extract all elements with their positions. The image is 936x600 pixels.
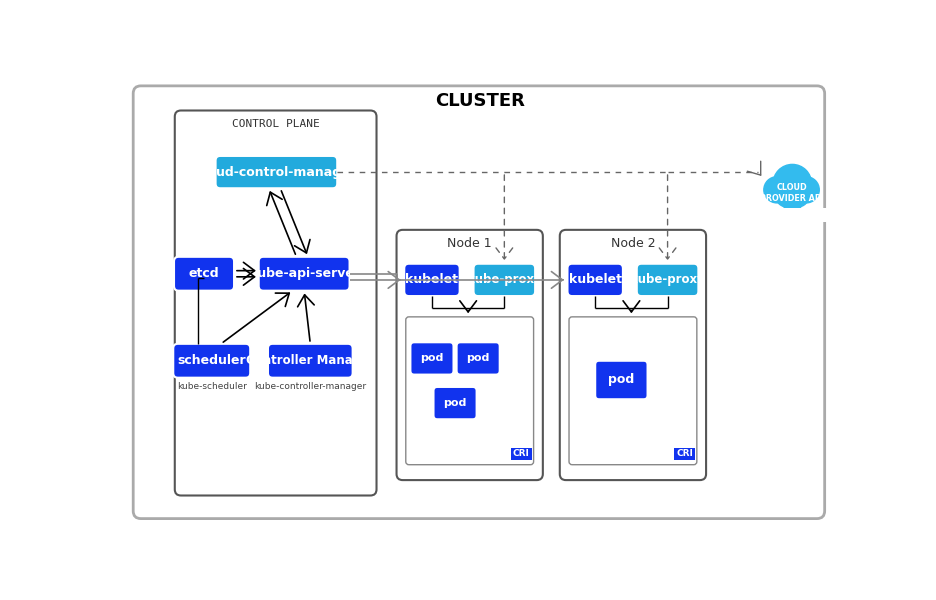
FancyBboxPatch shape xyxy=(258,257,349,290)
Text: pod: pod xyxy=(466,353,490,364)
Text: CONTROL PLANE: CONTROL PLANE xyxy=(232,119,319,130)
FancyBboxPatch shape xyxy=(569,317,696,464)
FancyBboxPatch shape xyxy=(636,264,698,296)
Circle shape xyxy=(773,164,812,203)
Text: kube-proxy: kube-proxy xyxy=(630,274,705,286)
Text: kube-proxy: kube-proxy xyxy=(467,274,542,286)
FancyBboxPatch shape xyxy=(404,264,460,296)
Text: pod: pod xyxy=(608,373,635,386)
Text: CLOUD
PROVIDER API: CLOUD PROVIDER API xyxy=(760,183,825,203)
FancyBboxPatch shape xyxy=(567,264,623,296)
Circle shape xyxy=(764,177,790,203)
Bar xyxy=(753,208,832,222)
Text: etcd: etcd xyxy=(189,267,219,280)
Text: CRI: CRI xyxy=(676,449,693,458)
FancyBboxPatch shape xyxy=(410,342,454,374)
Text: CLUSTER: CLUSTER xyxy=(434,92,525,110)
FancyBboxPatch shape xyxy=(474,264,535,296)
FancyBboxPatch shape xyxy=(174,257,234,290)
Text: cloud-control-manager: cloud-control-manager xyxy=(197,166,357,179)
Circle shape xyxy=(793,177,819,203)
FancyBboxPatch shape xyxy=(397,230,543,480)
FancyBboxPatch shape xyxy=(133,86,825,518)
FancyBboxPatch shape xyxy=(175,110,376,496)
FancyBboxPatch shape xyxy=(268,344,353,377)
Text: Node 1: Node 1 xyxy=(447,237,492,250)
FancyBboxPatch shape xyxy=(433,387,476,419)
FancyBboxPatch shape xyxy=(173,344,250,377)
Text: pod: pod xyxy=(420,353,444,364)
Text: Node 2: Node 2 xyxy=(610,237,655,250)
Circle shape xyxy=(781,187,804,211)
Text: kube-api-server: kube-api-server xyxy=(249,267,359,280)
Text: pod: pod xyxy=(444,398,467,408)
Circle shape xyxy=(788,187,809,207)
Text: Controller Manager: Controller Manager xyxy=(246,354,374,367)
FancyBboxPatch shape xyxy=(406,317,534,464)
FancyBboxPatch shape xyxy=(457,342,500,374)
Text: kube-scheduler: kube-scheduler xyxy=(177,382,247,391)
Text: CRI: CRI xyxy=(513,449,530,458)
FancyBboxPatch shape xyxy=(595,361,648,399)
Text: scheduler: scheduler xyxy=(178,354,246,367)
Circle shape xyxy=(776,187,797,207)
FancyBboxPatch shape xyxy=(560,230,706,480)
Text: kube-controller-manager: kube-controller-manager xyxy=(255,382,366,391)
Text: kubelet: kubelet xyxy=(569,274,622,286)
Text: kubelet: kubelet xyxy=(405,274,459,286)
FancyBboxPatch shape xyxy=(215,156,337,188)
